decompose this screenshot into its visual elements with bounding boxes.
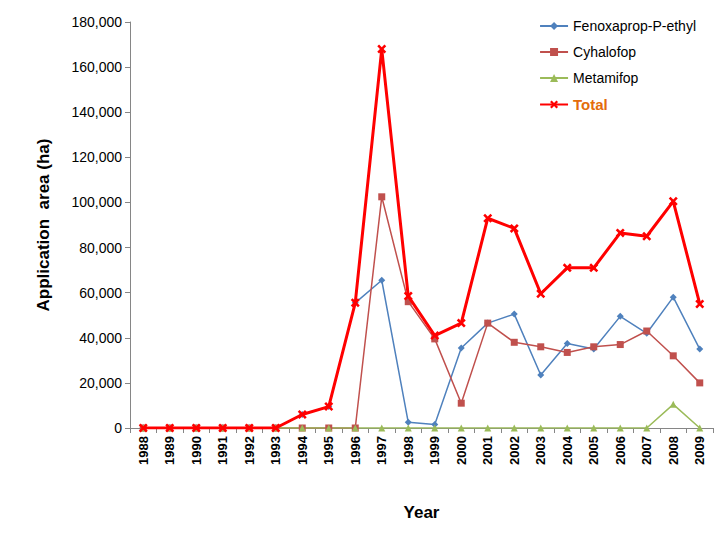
svg-text:1999: 1999 [427,436,442,465]
svg-text:1996: 1996 [348,436,363,465]
svg-text:2004: 2004 [560,435,575,465]
svg-text:1991: 1991 [215,436,230,465]
svg-text:1995: 1995 [321,436,336,465]
svg-text:40,000: 40,000 [79,330,122,346]
svg-text:1997: 1997 [374,436,389,465]
svg-text:1988: 1988 [136,436,151,465]
svg-text:2007: 2007 [639,436,654,465]
svg-text:2003: 2003 [533,436,548,465]
svg-text:2000: 2000 [454,436,469,465]
svg-text:1998: 1998 [401,436,416,465]
svg-text:Year: Year [404,503,440,522]
svg-text:1994: 1994 [295,435,310,465]
svg-text:2006: 2006 [613,436,628,465]
svg-text:Fenoxaprop-P-ethyl: Fenoxaprop-P-ethyl [573,18,696,34]
svg-text:1990: 1990 [189,436,204,465]
svg-text:Application area (ha): Application area (ha) [34,139,53,312]
svg-text:1992: 1992 [242,436,257,465]
svg-text:Metamifop: Metamifop [573,70,639,86]
svg-text:20,000: 20,000 [79,375,122,391]
svg-text:1993: 1993 [268,436,283,465]
svg-text:2008: 2008 [666,436,681,465]
svg-text:2009: 2009 [692,436,707,465]
svg-text:180,000: 180,000 [71,14,122,30]
svg-text:0: 0 [114,420,122,436]
svg-text:160,000: 160,000 [71,59,122,75]
svg-text:60,000: 60,000 [79,285,122,301]
svg-text:Cyhalofop: Cyhalofop [573,44,636,60]
svg-text:120,000: 120,000 [71,149,122,165]
svg-text:Total: Total [573,96,608,113]
svg-text:1989: 1989 [162,436,177,465]
svg-text:140,000: 140,000 [71,104,122,120]
svg-text:2001: 2001 [480,436,495,465]
svg-text:2005: 2005 [586,436,601,465]
svg-text:2002: 2002 [507,436,522,465]
svg-text:100,000: 100,000 [71,194,122,210]
svg-text:80,000: 80,000 [79,240,122,256]
